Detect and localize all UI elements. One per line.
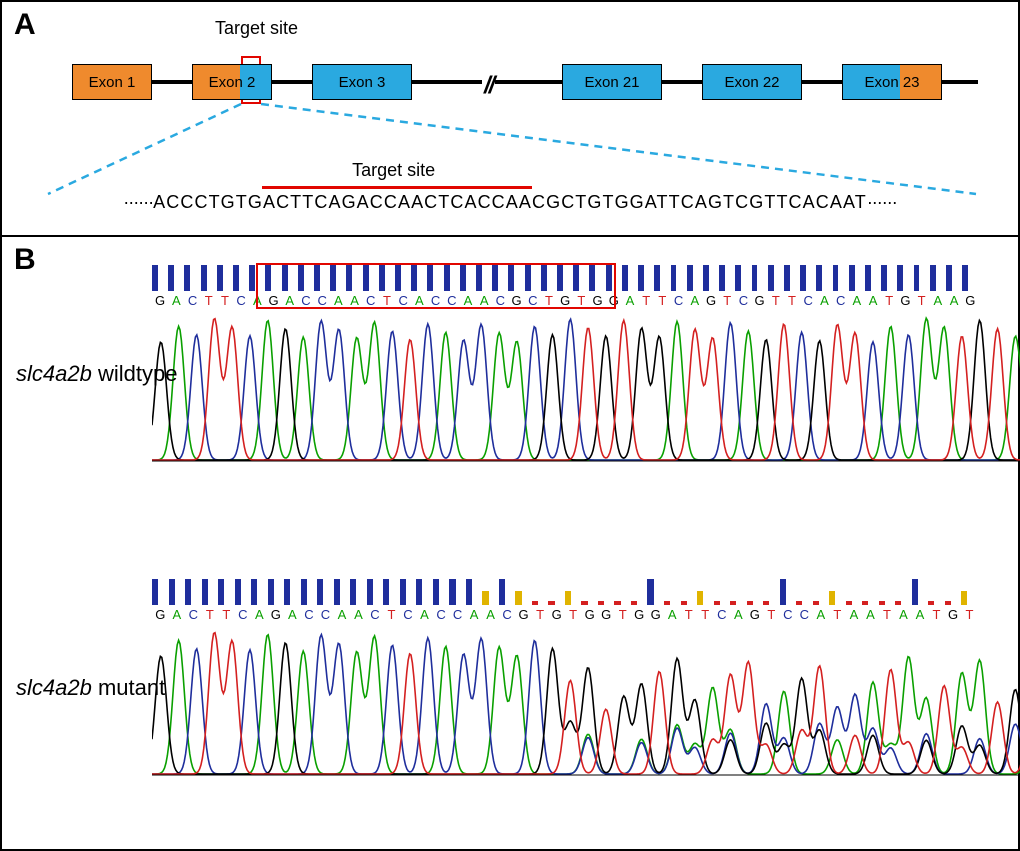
base-call-row: GACTTCAGACCAACTCACCAACGTGTGGTGGATTCAGTCC… [152, 607, 978, 622]
chromatogram-block: GACTTCAGACCAACTCACCAACGTGTGGTGGATTCAGTCC… [152, 579, 978, 776]
panel-a-label: A [14, 8, 36, 42]
quality-bars [152, 579, 978, 605]
exon-box: Exon 21 [562, 64, 662, 100]
figure-root: A Target site Exon 1Exon 2Exon 3Exon 21E… [0, 0, 1020, 851]
exon-box: Exon 3 [312, 64, 412, 100]
chromatogram-label: slc4a2b mutant [16, 675, 165, 701]
panel-b: B GACTTCAGACCAACTCACCAACGCTGTGGATTCAGTCG… [2, 237, 1018, 851]
target-site-label-exon: Target site [215, 18, 298, 39]
panel-b-label: B [14, 243, 36, 277]
exon-box: Exon 1 [72, 64, 152, 100]
panel-a: A Target site Exon 1Exon 2Exon 3Exon 21E… [2, 2, 1018, 237]
target-sequence-text: ······ACCCTGTGACTTCAGACCAACTCACCAACGCTGT… [42, 192, 978, 213]
exon-box: Exon 22 [702, 64, 802, 100]
gene-break-glyph: // [482, 72, 495, 100]
exon-diagram: Exon 1 Exon 2 Exon 3 Exon 21 Exon 22 Exon 23 /… [72, 62, 978, 102]
target-site-underline [262, 186, 531, 189]
chromatogram-label: slc4a2b wildtype [16, 361, 177, 387]
chromatogram-block: GACTTCAGACCAACTCACCAACGCTGTGGATTCAGTCGTT… [152, 265, 978, 462]
exon-box: Exon 23 [842, 64, 942, 100]
quality-bars [152, 265, 978, 291]
base-call-row: GACTTCAGACCAACTCACCAACGCTGTGGATTCAGTCGTT… [152, 293, 978, 308]
chromatogram-trace [152, 312, 1020, 462]
exon-box: Exon 2 [192, 64, 272, 100]
chromatogram-trace [152, 626, 1020, 776]
target-site-label-seq: Target site [352, 160, 435, 181]
